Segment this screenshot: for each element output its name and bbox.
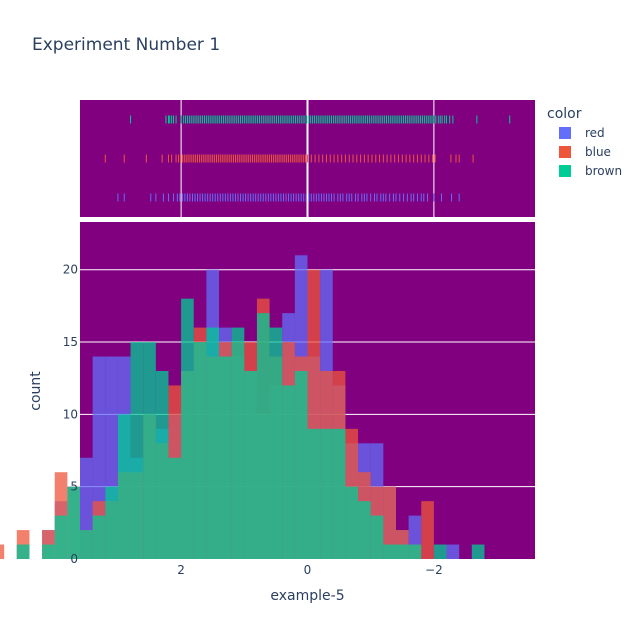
histogram-bar-brown (269, 327, 283, 559)
histogram-bar-brown (345, 486, 359, 559)
x-tick-label: −2 (425, 563, 443, 577)
rug-plot (80, 100, 535, 217)
histogram-bar-brown (358, 501, 371, 559)
x-tick-label: 0 (304, 563, 312, 577)
legend-label-red[interactable]: red (585, 126, 605, 140)
histogram-bar-brown (471, 544, 485, 559)
legend-items: red blue brown (559, 126, 622, 178)
histogram-bar-brown (42, 544, 55, 559)
legend-swatch-brown (559, 165, 571, 177)
histogram-bar-red (446, 544, 460, 559)
histogram-bar-brown (181, 298, 194, 559)
histogram-bar-brown (256, 313, 270, 559)
histogram-bar-brown (168, 457, 182, 559)
histogram-bars (0, 255, 485, 559)
legend-swatch-red (559, 127, 571, 139)
y-axis-title: count (28, 371, 44, 411)
histogram-bar-brown (282, 385, 295, 559)
histogram-bar-brown (117, 414, 131, 559)
y-tick-label: 10 (63, 407, 78, 421)
chart-title: Experiment Number 1 (32, 35, 220, 55)
y-tick-label: 5 (70, 480, 78, 494)
x-axis-title: example-5 (270, 588, 344, 604)
histogram-bar-brown (193, 342, 207, 559)
histogram-bar-blue (421, 501, 434, 559)
histogram-bar-brown (206, 327, 220, 559)
rug-marks (104, 115, 511, 202)
histogram-bar-brown (67, 486, 80, 559)
histogram-bar-brown (219, 356, 232, 559)
histogram-bar-brown (307, 428, 321, 559)
histogram-bar-blue (0, 544, 5, 559)
y-tick-label: 0 (70, 552, 78, 566)
histogram-bar-brown (320, 428, 333, 559)
histogram-bar-brown (130, 342, 144, 559)
x-tick-label: 2 (177, 563, 185, 577)
legend: color red blue brown (547, 106, 622, 178)
histogram-bar-brown (80, 530, 93, 559)
histogram-bar-brown (16, 544, 30, 559)
legend-title: color (547, 106, 582, 122)
histogram-bar-brown (231, 327, 245, 559)
y-tick-label: 15 (63, 335, 78, 349)
y-axis-ticks: 0 5 10 15 20 (63, 263, 78, 566)
histogram-bar-brown (395, 544, 409, 559)
histogram-bar-brown (294, 370, 308, 559)
histogram-bar-brown (332, 428, 346, 559)
histogram-bar-brown (408, 544, 422, 559)
y-tick-label: 20 (63, 263, 78, 277)
histogram-bar-brown (155, 370, 169, 559)
x-axis-ticks: 2 0 −2 (177, 563, 442, 577)
legend-label-blue[interactable]: blue (585, 145, 611, 159)
legend-label-brown[interactable]: brown (585, 164, 622, 178)
histogram-bar-brown (92, 515, 106, 559)
histogram-bar-brown (244, 370, 257, 559)
histogram-bar-brown (370, 515, 384, 559)
histogram-bar-brown (105, 486, 118, 559)
histogram-plot (0, 222, 535, 559)
histogram-bar-brown (143, 342, 156, 559)
histogram-bar-brown (433, 544, 447, 559)
histogram-bar-blue (383, 486, 396, 559)
histogram-bar-brown (54, 515, 68, 559)
legend-swatch-blue (559, 146, 571, 158)
histogram-bar-brown (383, 544, 396, 559)
